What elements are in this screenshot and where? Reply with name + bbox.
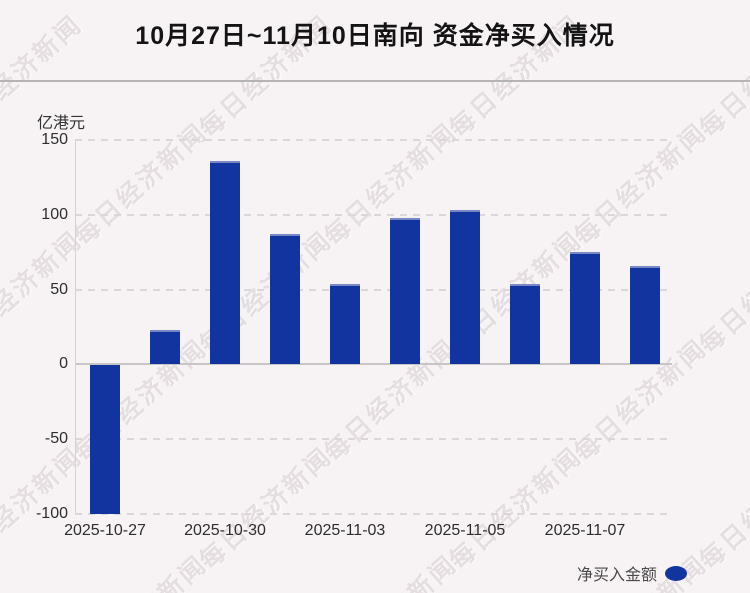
y-tick-label: 150 xyxy=(41,131,68,148)
y-tick-label: 100 xyxy=(41,205,68,223)
bar-2025-10-27 xyxy=(90,365,120,514)
y-axis-unit-label: 亿港元 xyxy=(37,115,86,132)
y-axis-line xyxy=(75,140,76,514)
gridline xyxy=(75,288,672,291)
gridline xyxy=(75,213,672,216)
bar-index-7 xyxy=(510,283,540,365)
bar-index-1 xyxy=(150,329,180,365)
bar-2025-10-30 xyxy=(210,160,240,365)
bar-2025-11-03 xyxy=(330,283,360,365)
x-tick-label: 2025-11-07 xyxy=(544,522,626,539)
x-tick-label: 2025-10-30 xyxy=(184,522,266,539)
bar-2025-11-07 xyxy=(570,252,600,365)
legend: 净买入金额 xyxy=(577,561,687,585)
legend-label: 净买入金额 xyxy=(576,567,657,584)
title-divider xyxy=(0,80,750,82)
x-tick-label: 2025-10-27 xyxy=(64,522,146,539)
y-tick-label: 50 xyxy=(50,280,68,298)
bar-index-3 xyxy=(270,234,300,365)
chart-title: 10月27日~11月10日南向 资金净买入情况 xyxy=(135,22,615,50)
bar-index-5 xyxy=(390,217,420,365)
y-tick-label: -100 xyxy=(35,505,68,522)
x-tick-label: 2025-11-05 xyxy=(424,522,506,539)
y-tick-label: -50 xyxy=(44,430,68,448)
legend-marker xyxy=(665,565,687,581)
x-tick-label: 2025-11-03 xyxy=(304,522,386,539)
bar-index-9 xyxy=(630,265,660,365)
gridline xyxy=(75,139,672,141)
y-tick-label: 0 xyxy=(59,355,68,373)
gridline xyxy=(75,438,672,441)
bar-2025-11-05 xyxy=(450,210,480,365)
gridline xyxy=(75,513,672,515)
zero-gridline xyxy=(75,363,672,366)
